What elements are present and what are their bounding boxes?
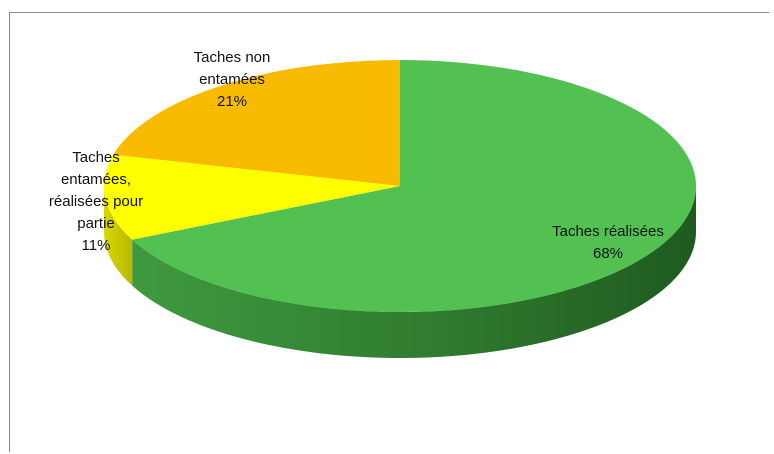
slice-1-side [104, 186, 133, 286]
slice-2-label-line: entamées [199, 71, 265, 88]
slice-2-percent: 21% [217, 93, 247, 110]
slice-2-label: Taches non entamées 21% [194, 49, 271, 110]
slice-0-side [132, 186, 696, 358]
pie-side-walls [104, 186, 696, 358]
slice-2-top [113, 60, 401, 186]
slice-0-top [132, 60, 696, 312]
pie-top [103, 60, 696, 312]
slice-1-label-line: réalisées pour [49, 193, 143, 210]
slice-1-label: Taches entamées, réalisées pour partie 11% [49, 149, 143, 254]
chart-frame [9, 12, 769, 452]
slice-1-label-line: entamées, [61, 171, 131, 188]
slice-1-label-line: partie [77, 215, 115, 232]
slice-1-label-line: Taches [72, 149, 120, 166]
slice-1-percent: 11% [82, 237, 111, 254]
pie-labels: Taches réalisées 68% Taches entamées, réalis… [49, 49, 664, 262]
slice-0-label-line: Taches réalisées [552, 223, 664, 240]
slice-0-label: Taches réalisées 68% [552, 223, 664, 262]
slice-2-label-line: Taches non [194, 49, 271, 66]
slice-0-percent: 68% [593, 245, 623, 262]
slice-1-top [103, 154, 401, 240]
